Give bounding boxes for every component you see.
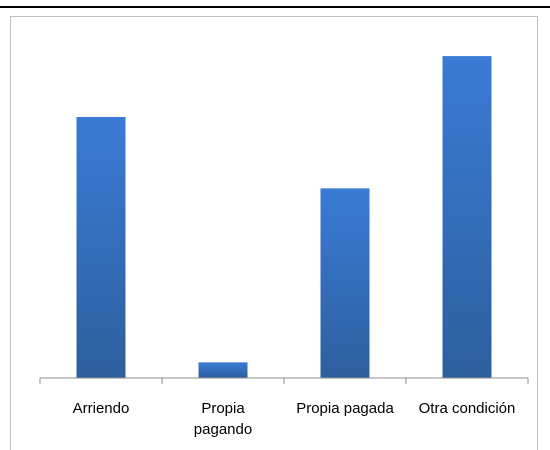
bar-3 (442, 56, 492, 378)
chart-area (10, 16, 538, 450)
top-border-line (0, 0, 550, 8)
x-tick-label-1: Propia pagando (194, 400, 252, 438)
bars-group (76, 56, 492, 378)
x-tick-labels-group: Arriendo Propia pagando Propia pagada Otra c… (73, 400, 516, 438)
x-tick-label-3: Otra condición (419, 400, 516, 417)
x-ticks-group (39, 378, 529, 384)
bar-1 (198, 362, 248, 378)
x-tick-label-2: Propia pagada (296, 400, 394, 417)
x-tick-label-0: Arriendo (73, 400, 130, 417)
bar-0 (76, 117, 126, 378)
bar-2 (320, 188, 370, 378)
